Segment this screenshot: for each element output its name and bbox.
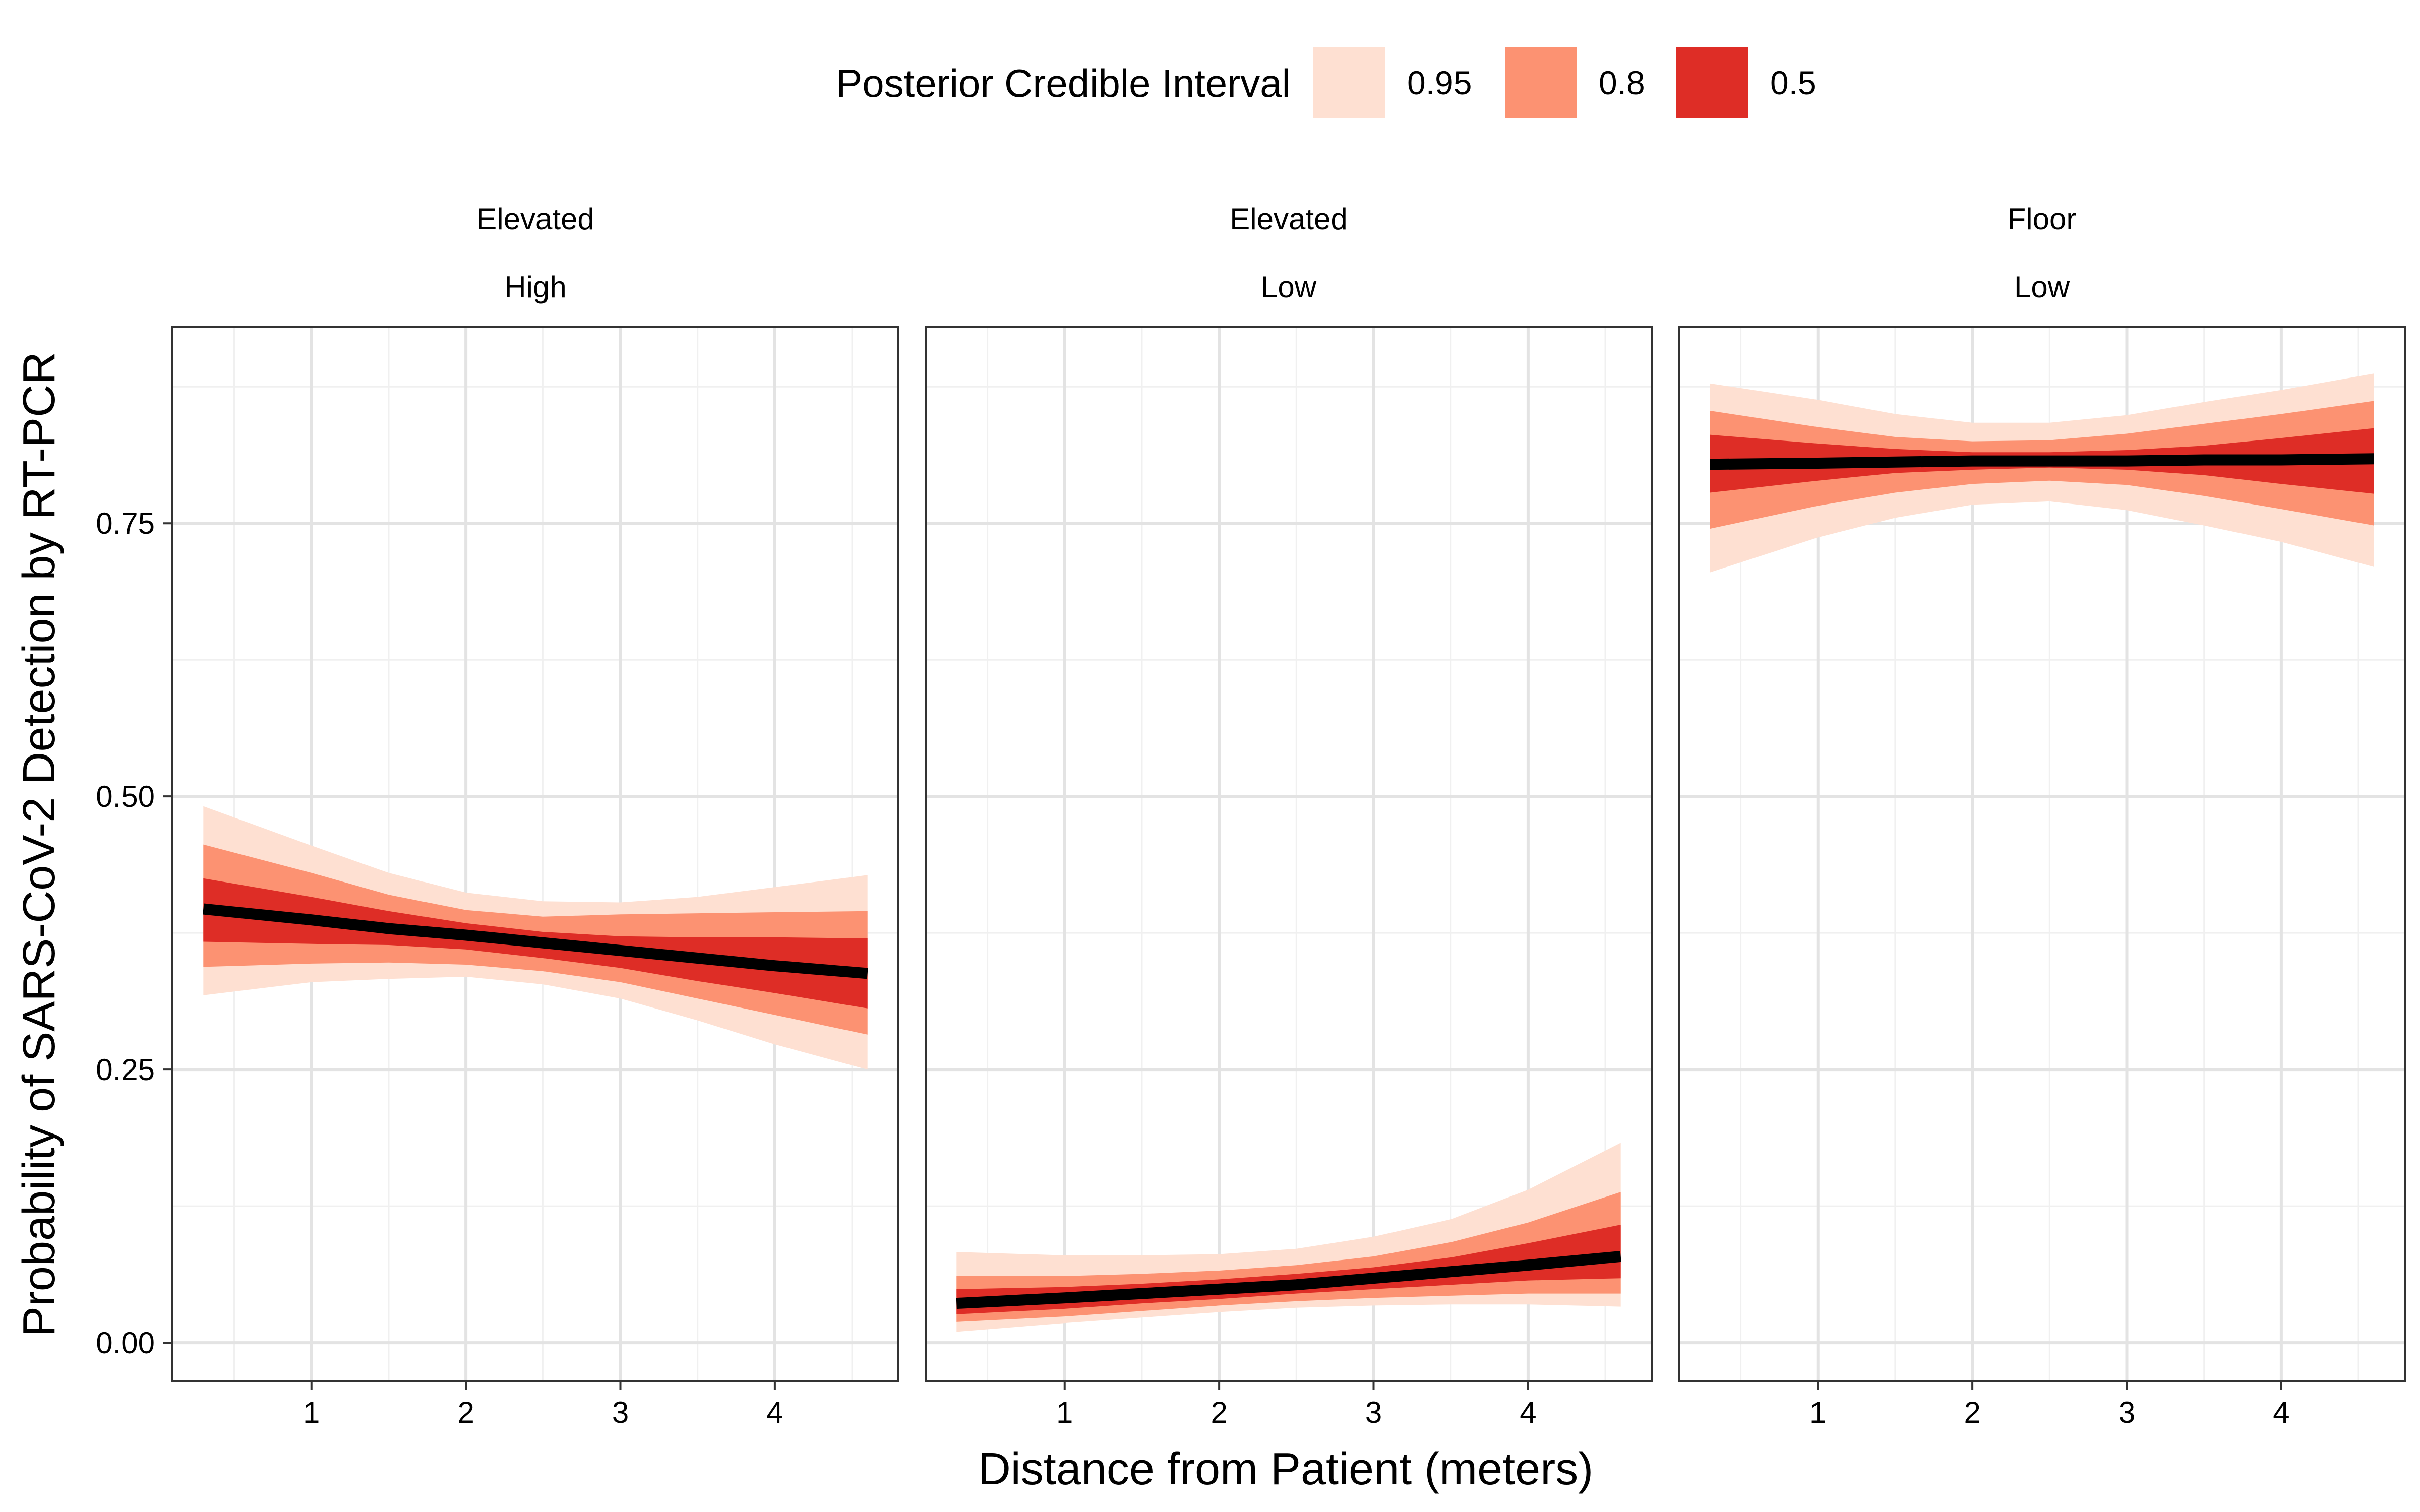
y-tick-label: 0.50 <box>96 780 155 813</box>
legend-items: 0.95 0.8 0.5 <box>1313 47 1817 118</box>
panel-1-strip-label-2: High <box>504 270 566 304</box>
legend-key-0-5 <box>1676 47 1748 118</box>
panel-2-x-tick-label: 3 <box>1365 1396 1382 1429</box>
legend-label-0-5: 0.5 <box>1770 64 1817 101</box>
x-axis-title: Distance from Patient (meters) <box>978 1444 1593 1494</box>
y-axis-title: Probability of SARS-CoV-2 Detection by R… <box>14 352 65 1337</box>
panel-1-median-line <box>203 903 868 979</box>
legend-label-0-95: 0.95 <box>1407 64 1472 101</box>
legend: Posterior Credible Interval 0.95 0.8 0.5 <box>836 47 1817 118</box>
panel-3-x-tick-label: 1 <box>1809 1396 1826 1429</box>
panel-1-x-tick-label: 3 <box>612 1396 629 1429</box>
panel-1-x-tick-label: 4 <box>766 1396 783 1429</box>
panel-1-border <box>171 326 899 1382</box>
panel-1-x-tick-label: 1 <box>303 1396 320 1429</box>
panel-1: Elevated High 1 2 3 4 0.00 0.25 0.50 0.75 <box>96 202 899 1429</box>
panel-2-x-tick-label: 1 <box>1056 1396 1073 1429</box>
panel-2-median-line <box>956 1250 1621 1309</box>
legend-title: Posterior Credible Interval <box>836 61 1291 105</box>
panel-3-x-tick-label: 4 <box>2273 1396 2289 1429</box>
legend-key-0-95 <box>1313 47 1385 118</box>
panel-2-border <box>925 326 1653 1382</box>
y-tick-label: 0.25 <box>96 1053 155 1087</box>
y-tick-label: 0.00 <box>96 1326 155 1360</box>
panel-3: Floor Low 1 2 3 4 <box>1678 202 2406 1429</box>
y-tick-label: 0.75 <box>96 507 155 540</box>
panel-3-strip-label-2: Low <box>2014 270 2070 304</box>
legend-key-0-8 <box>1505 47 1577 118</box>
panel-2-strip-label-1: Elevated <box>1230 202 1348 236</box>
panel-3-x-tick-label: 3 <box>2119 1396 2135 1429</box>
panel-3-x-tick-label: 2 <box>1964 1396 1980 1429</box>
panel-2-x-tick-label: 2 <box>1211 1396 1227 1429</box>
panel-2: Elevated Low 1 2 3 4 <box>925 202 1653 1429</box>
panel-2-x-tick-label: 4 <box>1520 1396 1536 1429</box>
panel-2-strip-label-2: Low <box>1261 270 1317 304</box>
panel-3-strip-label-1: Floor <box>2008 202 2077 236</box>
panel-1-strip-label-1: Elevated <box>476 202 594 236</box>
legend-label-0-8: 0.8 <box>1599 64 1645 101</box>
panel-3-border <box>1678 326 2406 1382</box>
panel-3-median-line <box>1710 453 2374 470</box>
panel-1-x-tick-label: 2 <box>457 1396 474 1429</box>
